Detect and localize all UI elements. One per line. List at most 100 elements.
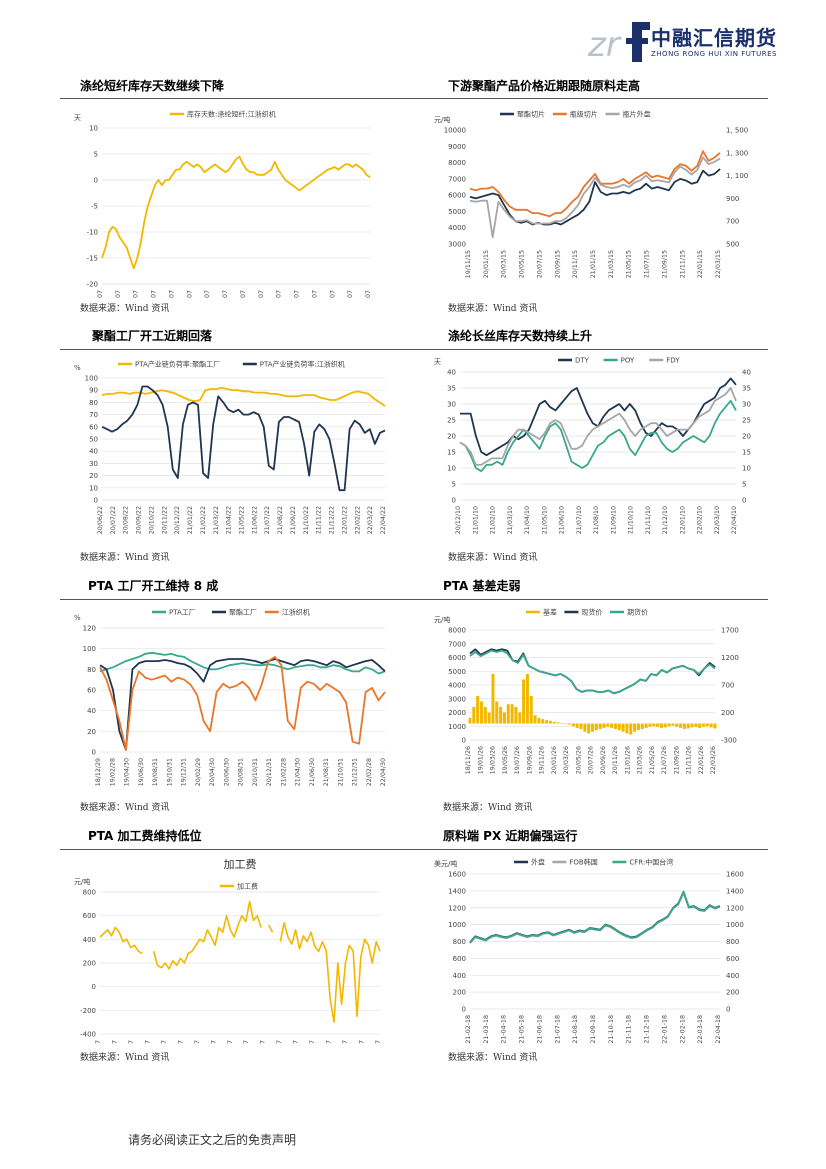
x-tick-label: 22/01/22 xyxy=(341,506,348,534)
x-tick-label: 21/10/07 xyxy=(258,290,265,298)
y-tick-label: 1000 xyxy=(448,921,466,929)
x-tick-label: 20/08/31 xyxy=(238,758,245,786)
basis-bar xyxy=(598,723,602,729)
x-tick-label: 22/04/10 xyxy=(731,506,738,534)
panel-title-8: 原料端 PX 近期偏强运行 xyxy=(443,829,578,843)
x-tick-label: 21/12/17 xyxy=(309,1040,316,1044)
x-tick-label: 20/12/10 xyxy=(455,506,462,534)
x-tick-label: 21/06/17 xyxy=(210,1040,217,1044)
basis-bar xyxy=(541,719,545,724)
x-tick-label: 21/07/26 xyxy=(661,746,668,774)
y-tick-label: -20 xyxy=(87,281,98,289)
basis-bar xyxy=(636,723,640,731)
x-tick-label: 21/12/31 xyxy=(352,758,359,786)
x-tick-label: 21/11/26 xyxy=(686,746,693,774)
series-line-1 xyxy=(99,900,381,1023)
x-tick-label: 20/03/26 xyxy=(563,746,570,774)
x-tick-label: 22/02/28 xyxy=(366,758,373,786)
x-tick-label: 21/09/10 xyxy=(610,506,617,534)
x-tick-label: 21/03/07 xyxy=(133,290,140,298)
chart-px-prices: 美元/吨 0 200 400 600 800 1000 1200 1400 1600 0 200 400… xyxy=(434,858,744,1045)
x-tick-label: 21/10/10 xyxy=(628,506,635,534)
source-4: 数据来源：Wind 资讯 xyxy=(448,553,538,563)
x-tick-label: 20/01/26 xyxy=(551,746,558,774)
basis-bar xyxy=(560,722,564,724)
x-tick-label: 22/01/07 xyxy=(311,290,318,298)
y-tick-label: 60 xyxy=(87,687,96,695)
y-tick-label: 0 xyxy=(92,749,96,757)
y-tick-label: 600 xyxy=(83,912,96,920)
y2-tick-label: 400 xyxy=(726,972,739,980)
basis-bar xyxy=(483,707,487,724)
panel-title-5: PTA 工厂开工维持 8 成 xyxy=(88,579,219,593)
y-tick-label: 1600 xyxy=(448,871,466,879)
basis-bar xyxy=(606,723,610,727)
basis-bar xyxy=(659,723,663,728)
x-tick-label: 21/01/17 xyxy=(128,1040,135,1044)
y-tick-label: 120 xyxy=(83,625,96,633)
divider-1 xyxy=(60,98,768,99)
y-tick-label: 20 xyxy=(87,728,96,736)
basis-bar xyxy=(533,715,537,724)
basis-bar xyxy=(525,674,529,724)
basis-bar xyxy=(594,723,598,731)
legend-label: DTY xyxy=(575,357,590,365)
basis-bar xyxy=(602,723,606,728)
legend-label: 瓶片外盘 xyxy=(623,110,651,119)
x-tick-label: 21/03/17 xyxy=(161,1040,168,1044)
x-tick-label: 21/05/07 xyxy=(168,290,175,298)
y-tick-label: 0 xyxy=(94,497,98,505)
basis-bar xyxy=(571,723,575,727)
basis-bar xyxy=(633,723,637,732)
panel-title-2: 下游聚酯产品价格近期跟随原料走高 xyxy=(448,79,641,93)
x-tick-label: 20/01/15 xyxy=(483,250,490,278)
y-tick-label: 800 xyxy=(83,889,96,897)
basis-bar xyxy=(502,712,506,724)
y-tick-label: 5 xyxy=(94,151,98,159)
y-tick-label: -10 xyxy=(87,229,98,237)
y-tick-label: 6000 xyxy=(448,192,466,200)
y-tick-label: 6000 xyxy=(448,654,466,662)
series-line-3 xyxy=(469,156,721,239)
y-tick-label: 30 xyxy=(89,460,98,468)
basis-bar xyxy=(548,720,552,724)
x-tick-label: 19/01/26 xyxy=(477,746,484,774)
x-tick-label: 21/02/28 xyxy=(280,758,287,786)
chart-polyester-prices: 元/吨 3000 4000 5000 6000 7000 8000 9000 10000 500 7… xyxy=(434,110,748,279)
y-tick-label: 0 xyxy=(452,497,456,505)
x-tick-label: 21/08/22 xyxy=(277,506,284,534)
x-tick-label: 21/01/22 xyxy=(187,506,194,534)
x-tick-label: 21/06/30 xyxy=(309,758,316,786)
company-logo: zr xyxy=(588,22,650,64)
y2-tick-label: 1700 xyxy=(721,627,739,635)
y2-tick-label: 900 xyxy=(726,195,739,203)
series-line-1 xyxy=(469,890,721,943)
x-tick-label: 22/03/07 xyxy=(347,290,354,298)
x-tick-label: 19/09/26 xyxy=(526,746,533,774)
basis-bar xyxy=(476,696,480,724)
y2-tick-label: 1200 xyxy=(726,904,744,912)
x-tick-label: 21/01/07 xyxy=(97,290,104,298)
x-tick-label: 21/04/22 xyxy=(226,506,233,534)
series-line-3 xyxy=(459,387,737,466)
y-tick-label: 5000 xyxy=(448,208,466,216)
basis-bar xyxy=(583,723,587,732)
x-tick-label: 22/04/30 xyxy=(380,758,387,786)
legend-label: 加工费 xyxy=(237,882,258,891)
basis-bar xyxy=(564,723,568,724)
y-tick-label: 400 xyxy=(83,936,96,944)
y2-tick-label: 700 xyxy=(721,682,734,690)
x-tick-label: 22/04/17 xyxy=(375,1040,382,1044)
x-tick-label: 21/07/10 xyxy=(576,506,583,534)
y2-tick-label: 1200 xyxy=(721,654,739,662)
x-tick-label: 21/03/15 xyxy=(608,250,615,278)
basis-bar xyxy=(491,674,495,724)
series-line-2 xyxy=(469,150,721,218)
basis-bar xyxy=(617,723,621,731)
y2-tick-label: 700 xyxy=(726,218,739,226)
y-tick-label: 10 xyxy=(89,125,98,133)
x-tick-label: 18/11/26 xyxy=(465,746,472,774)
x-tick-label: 22/01/26 xyxy=(698,746,705,774)
x-tick-label: 21/05/15 xyxy=(626,250,633,278)
x-tick-label: 21/02/07 xyxy=(115,290,122,298)
